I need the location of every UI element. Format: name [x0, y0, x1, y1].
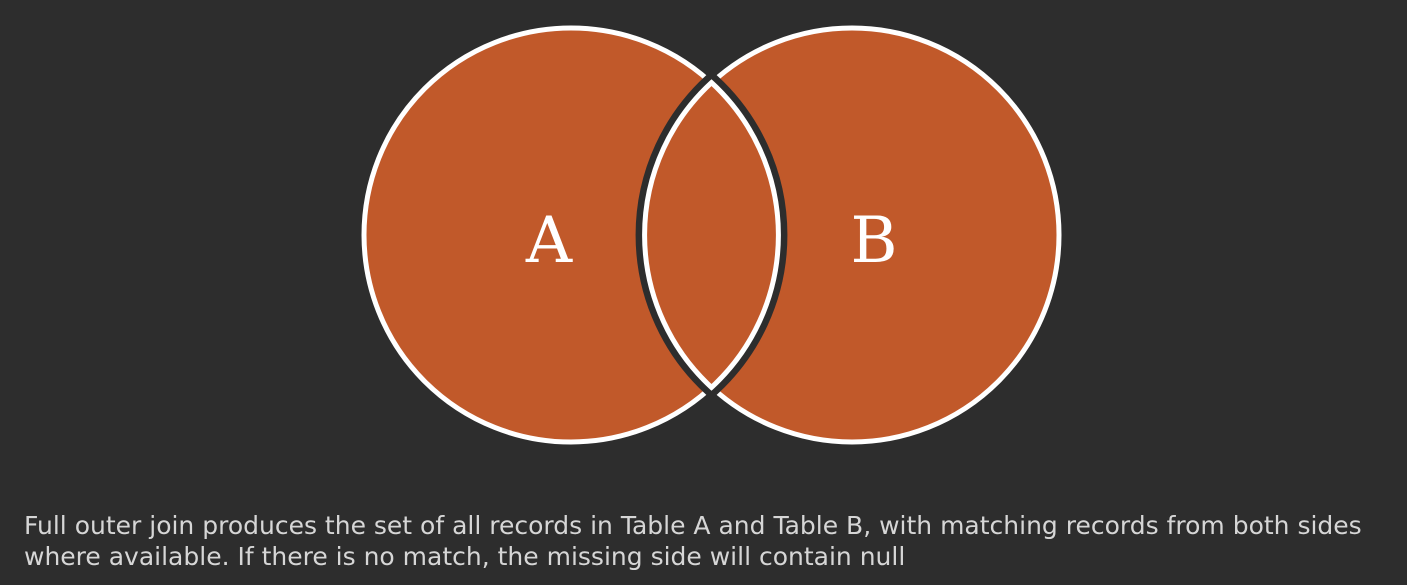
venn-diagram: A B — [361, 25, 1062, 445]
set-label-a: A — [525, 204, 573, 278]
caption-text: Full outer join produces the set of all … — [24, 511, 1362, 571]
set-label-b: B — [850, 204, 897, 278]
intersection-region — [642, 79, 781, 391]
